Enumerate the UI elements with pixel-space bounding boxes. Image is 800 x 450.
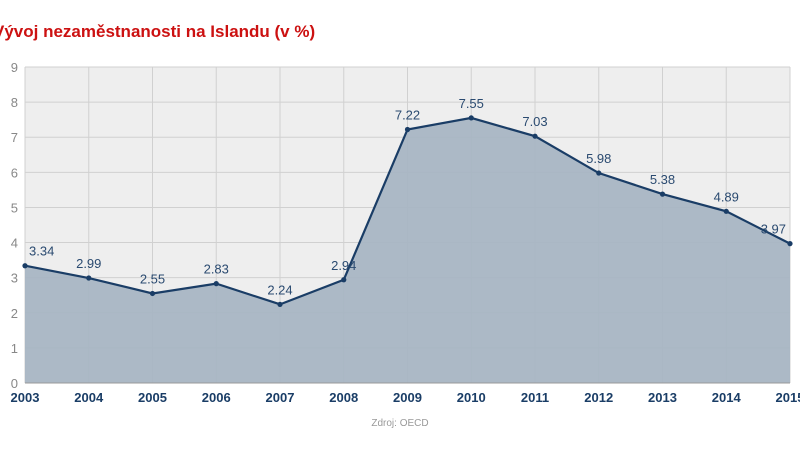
data-point: [787, 241, 793, 247]
data-label: 2.99: [76, 256, 101, 271]
chart-title: Vývoj nezaměstnanosti na Islandu (v %): [0, 22, 316, 41]
source-note: Zdroj: OECD: [371, 418, 429, 429]
data-point: [596, 170, 602, 176]
data-label: 4.89: [714, 189, 739, 204]
x-tick-label: 2006: [202, 390, 231, 405]
data-point: [22, 263, 28, 269]
data-label: 2.83: [204, 262, 229, 277]
y-tick-label: 0: [11, 376, 18, 391]
data-label: 5.98: [586, 151, 611, 166]
data-label: 3.34: [29, 244, 54, 259]
data-label: 7.55: [459, 96, 484, 111]
x-tick-label: 2012: [584, 390, 613, 405]
y-tick-label: 8: [11, 95, 18, 110]
x-tick-label: 2009: [393, 390, 422, 405]
data-point: [532, 133, 538, 139]
data-point: [86, 275, 92, 281]
y-tick-label: 3: [11, 271, 18, 286]
x-tick-label: 2015: [776, 390, 800, 405]
y-tick-label: 1: [11, 341, 18, 356]
data-label: 2.24: [267, 282, 292, 297]
data-point: [723, 208, 729, 214]
x-tick-label: 2014: [712, 390, 742, 405]
x-tick-label: 2013: [648, 390, 677, 405]
y-tick-label: 7: [11, 130, 18, 145]
x-tick-label: 2008: [329, 390, 358, 405]
data-point: [404, 126, 411, 133]
y-tick-label: 2: [11, 306, 18, 321]
x-tick-label: 2005: [138, 390, 167, 405]
data-point: [213, 281, 219, 287]
x-tick-label: 2010: [457, 390, 486, 405]
x-tick-label: 2003: [11, 390, 40, 405]
y-tick-label: 6: [11, 165, 18, 180]
data-label: 5.38: [650, 172, 675, 187]
x-tick-label: 2011: [521, 390, 549, 405]
x-tick-label: 2004: [74, 390, 104, 405]
y-tick-label: 9: [11, 60, 18, 75]
data-label: 7.03: [522, 114, 547, 129]
data-label: 2.94: [331, 258, 356, 273]
y-tick-label: 4: [11, 236, 18, 251]
data-label: 7.22: [395, 107, 420, 122]
x-tick-label: 2007: [266, 390, 295, 405]
data-point: [659, 191, 666, 197]
data-point: [468, 115, 474, 121]
data-label: 3.97: [761, 222, 786, 237]
data-label: 2.55: [140, 271, 165, 286]
data-point: [341, 277, 347, 283]
data-point: [149, 290, 156, 297]
data-point: [277, 301, 283, 307]
y-tick-label: 5: [11, 200, 18, 215]
area-fill: [25, 117, 790, 384]
